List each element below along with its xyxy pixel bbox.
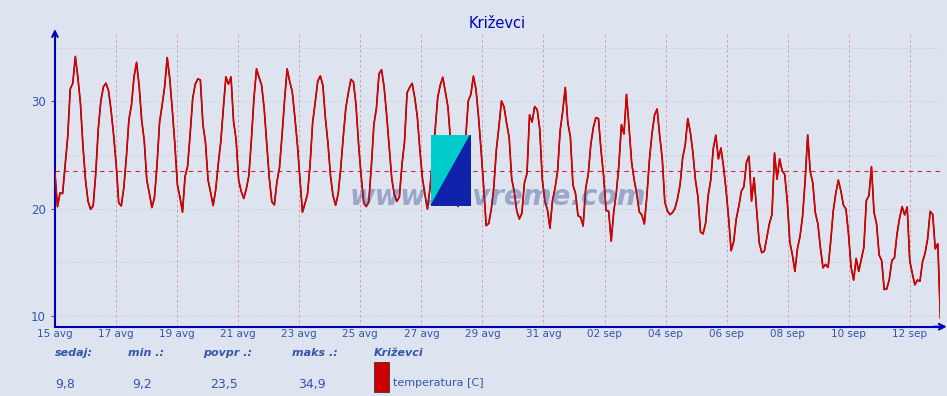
Text: min .:: min .: (128, 348, 164, 358)
Polygon shape (431, 135, 471, 206)
Title: Križevci: Križevci (469, 15, 527, 30)
Text: maks .:: maks .: (292, 348, 337, 358)
Text: www.si-vreme.com: www.si-vreme.com (349, 183, 646, 211)
Text: Križevci: Križevci (374, 348, 424, 358)
Text: sedaj:: sedaj: (55, 348, 93, 358)
Polygon shape (431, 135, 471, 206)
Text: 34,9: 34,9 (298, 378, 326, 391)
Text: 9,2: 9,2 (133, 378, 152, 391)
Text: povpr .:: povpr .: (204, 348, 253, 358)
Text: temperatura [C]: temperatura [C] (393, 378, 484, 388)
Text: 9,8: 9,8 (55, 378, 75, 391)
Text: 23,5: 23,5 (210, 378, 238, 391)
